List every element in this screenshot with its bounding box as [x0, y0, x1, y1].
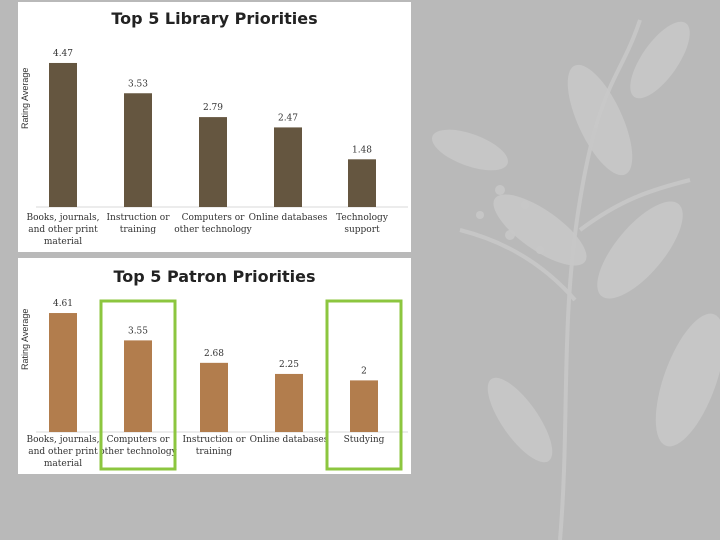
y-axis-label: Rating Average	[20, 67, 30, 129]
chart-title: Top 5 Patron Priorities	[113, 267, 316, 286]
bar	[200, 362, 228, 432]
data-label: 3.55	[128, 326, 148, 336]
bar	[350, 380, 378, 432]
data-label: 2.25	[279, 360, 299, 370]
bar	[199, 117, 227, 207]
patron-priorities-chart: 4.61 Books, journals, and other print mater…	[18, 258, 411, 474]
x-tick-label: Computers or other technology	[99, 435, 177, 457]
data-label: 4.47	[53, 49, 73, 59]
y-axis-label: Rating Average	[20, 308, 30, 370]
highlight-box	[99, 299, 177, 471]
bar	[348, 159, 376, 207]
bar	[124, 93, 152, 207]
chart-title: Top 5 Library Priorities	[111, 9, 318, 28]
x-tick-label: Computers or other technology	[174, 213, 252, 235]
library-priorities-chart: 4.47 Books, journals, and other print mater…	[18, 2, 411, 252]
patron-priorities-plot: 4.61 Books, journals, and other print mater…	[26, 299, 408, 471]
x-tick-label: Online databases	[250, 435, 329, 445]
data-label: 2.68	[204, 349, 224, 359]
bar	[274, 127, 302, 207]
x-tick-label: Online databases	[249, 213, 328, 223]
x-tick-label: Books, journals, and other print material	[26, 435, 99, 469]
x-tick-label: Instruction or training	[182, 435, 246, 457]
bar	[275, 373, 303, 432]
bar	[124, 340, 152, 432]
library-priorities-plot: 4.47 Books, journals, and other print mater…	[26, 49, 408, 247]
data-label: 2.47	[278, 113, 298, 123]
x-tick-label: Studying	[344, 435, 385, 445]
data-label: 2.79	[203, 103, 223, 113]
x-tick-label: Instruction or training	[106, 213, 170, 235]
bar	[49, 62, 77, 207]
data-label: 3.53	[128, 79, 148, 89]
bar	[49, 313, 77, 432]
data-label: 4.61	[53, 299, 73, 309]
x-tick-label: Technology support	[336, 213, 389, 235]
x-tick-label: Books, journals, and other print material	[26, 213, 99, 247]
data-label: 2	[361, 366, 367, 376]
highlight-box	[325, 299, 403, 471]
data-label: 1.48	[352, 145, 372, 155]
